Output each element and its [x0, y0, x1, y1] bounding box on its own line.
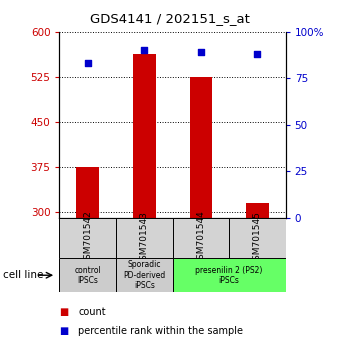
- Bar: [59, 218, 116, 258]
- Bar: [116, 258, 173, 292]
- Bar: [133, 54, 156, 218]
- Bar: [76, 167, 99, 218]
- Point: [255, 51, 260, 57]
- Text: ■: ■: [59, 307, 69, 316]
- Text: GSM701544: GSM701544: [196, 211, 205, 266]
- Point: [141, 47, 147, 53]
- Text: count: count: [78, 307, 106, 316]
- Text: ■: ■: [59, 326, 69, 336]
- Bar: [116, 218, 173, 258]
- Bar: [173, 218, 229, 258]
- Text: control
IPSCs: control IPSCs: [74, 266, 101, 285]
- Text: GDS4141 / 202151_s_at: GDS4141 / 202151_s_at: [90, 12, 250, 25]
- Text: GSM701543: GSM701543: [140, 211, 149, 266]
- Text: GSM701545: GSM701545: [253, 211, 262, 266]
- Text: presenilin 2 (PS2)
iPSCs: presenilin 2 (PS2) iPSCs: [195, 266, 263, 285]
- Point: [198, 50, 204, 55]
- Bar: [173, 258, 286, 292]
- Bar: [229, 218, 286, 258]
- Text: percentile rank within the sample: percentile rank within the sample: [78, 326, 243, 336]
- Bar: [59, 258, 116, 292]
- Bar: [246, 203, 269, 218]
- Bar: [189, 77, 212, 218]
- Text: GSM701542: GSM701542: [83, 211, 92, 266]
- Text: cell line: cell line: [3, 270, 44, 280]
- Point: [85, 61, 90, 66]
- Text: Sporadic
PD-derived
iPSCs: Sporadic PD-derived iPSCs: [123, 260, 166, 290]
